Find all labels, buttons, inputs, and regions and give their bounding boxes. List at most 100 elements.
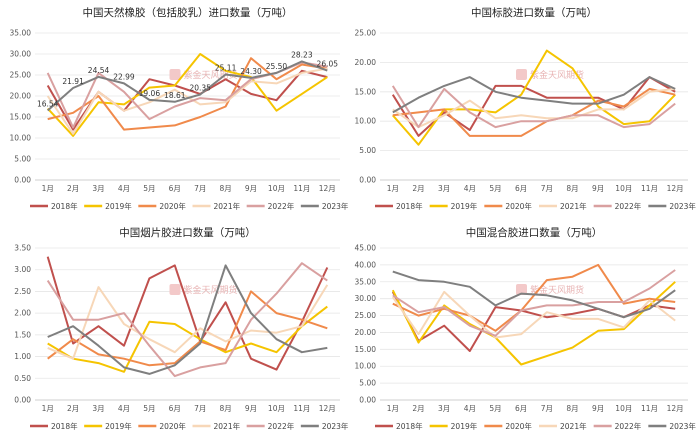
y-tick-label: 5.00: [14, 155, 31, 164]
series-line-2023年: [392, 270, 676, 319]
series-line-2018年: [46, 256, 329, 371]
x-tick-label: 7月: [194, 184, 206, 193]
x-tick-label: 12月: [667, 404, 684, 413]
data-label: 16.54: [37, 100, 59, 109]
series-line-2022年: [392, 269, 676, 337]
legend-label: 2021年: [560, 201, 587, 211]
x-tick-label: 1月: [42, 404, 54, 413]
data-label: 28.23: [291, 50, 313, 59]
x-tick-label: 3月: [92, 404, 104, 413]
y-tick-label: 2.00: [14, 309, 31, 318]
y-tick-label: 15.00: [10, 113, 32, 122]
legend-label: 2021年: [214, 421, 241, 431]
x-tick-label: 8月: [219, 184, 231, 193]
x-tick-label: 3月: [92, 184, 104, 193]
y-tick-label: 10.00: [10, 134, 32, 143]
x-tick-label: 10月: [268, 404, 285, 413]
legend-label: 2023年: [669, 201, 696, 211]
data-label: 25.11: [215, 64, 237, 73]
x-tick-label: 11月: [641, 404, 658, 413]
x-tick-label: 1月: [42, 184, 54, 193]
x-tick-label: 7月: [541, 404, 553, 413]
chart-panel-1: 中国天然橡胶（包括胶乳）进口数量（万吨） 0.00 5.00 10.00 15.00 20…: [10, 6, 349, 211]
y-tick-label: 35.00: [10, 29, 32, 38]
x-tick-label: 9月: [245, 184, 257, 193]
series-line-2023年: [392, 76, 676, 114]
y-tick-label: 25.00: [355, 311, 377, 320]
legend-label: 2020年: [505, 201, 532, 211]
watermark-logo: [516, 284, 527, 295]
y-tick-label: 5.00: [359, 146, 376, 155]
x-tick-label: 2月: [412, 184, 424, 193]
series-line-2018年: [391, 76, 676, 137]
series-line-2023年: [47, 60, 328, 112]
y-tick-label: 45.00: [355, 244, 377, 253]
x-tick-label: 9月: [592, 404, 604, 413]
series-line-2020年: [47, 290, 328, 367]
x-tick-label: 4月: [464, 184, 476, 193]
x-tick-label: 6月: [515, 404, 527, 413]
x-tick-label: 8月: [566, 184, 578, 193]
series-line-2019年: [392, 49, 676, 146]
y-tick-label: 30.00: [355, 294, 377, 303]
x-tick-label: 6月: [169, 404, 181, 413]
y-tick-label: 15.00: [355, 87, 377, 96]
x-tick-label: 8月: [219, 404, 231, 413]
x-tick-label: 3月: [438, 184, 450, 193]
y-tick-label: 30.00: [10, 50, 32, 59]
series-line-2019年: [46, 53, 328, 137]
data-label: 25.50: [266, 62, 288, 71]
series-line-2020年: [392, 87, 676, 137]
legend-label: 2018年: [51, 201, 78, 211]
legend-label: 2022年: [615, 201, 642, 211]
y-tick-label: 2.50: [14, 287, 31, 296]
y-tick-label: 20.00: [355, 58, 377, 67]
x-tick-label: 9月: [592, 184, 604, 193]
legend-label: 2022年: [268, 421, 295, 431]
x-tick-label: 5月: [489, 404, 501, 413]
legend-label: 2021年: [214, 201, 241, 211]
x-tick-label: 8月: [566, 404, 578, 413]
legend-label: 2020年: [159, 421, 186, 431]
x-tick-label: 7月: [194, 404, 206, 413]
legend-label: 2018年: [396, 201, 423, 211]
data-label: 24.54: [88, 66, 110, 75]
data-label: 24.30: [240, 67, 262, 76]
y-tick-label: 10.00: [355, 117, 377, 126]
watermark-text: 紫金天风期货: [530, 284, 584, 296]
data-label: 18.61: [164, 91, 186, 100]
data-label: 21.91: [62, 77, 84, 86]
series-line-2019年: [391, 281, 676, 366]
legend-label: 2023年: [322, 201, 349, 211]
y-tick-label: 25.00: [10, 71, 32, 80]
series-line-2022年: [391, 85, 676, 129]
data-label: 20.35: [189, 84, 211, 93]
legend-label: 2018年: [51, 421, 78, 431]
x-tick-label: 11月: [641, 184, 658, 193]
y-tick-label: 5.00: [359, 379, 376, 388]
y-tick-label: 20.00: [10, 92, 32, 101]
y-tick-label: 3.50: [14, 244, 31, 253]
y-tick-label: 10.00: [355, 362, 377, 371]
legend-label: 2020年: [505, 421, 532, 431]
watermark-text: 紫金天风期货: [184, 69, 238, 81]
x-tick-label: 1月: [387, 184, 399, 193]
x-tick-label: 10月: [615, 184, 632, 193]
legend-label: 2022年: [268, 201, 295, 211]
legend-label: 2019年: [105, 201, 132, 211]
y-tick-label: 0.50: [14, 374, 31, 383]
legend-label: 2023年: [322, 421, 349, 431]
x-tick-label: 12月: [319, 184, 336, 193]
legend-label: 2023年: [669, 421, 696, 431]
legend-label: 2019年: [451, 421, 478, 431]
chart-panel-4: 中国混合胶进口数量（万吨） 0.00 5.00 10.00 15.00 20.00 25.0…: [355, 226, 697, 431]
legend-label: 2019年: [105, 421, 132, 431]
legend-label: 2020年: [159, 201, 186, 211]
series-line-2021年: [392, 87, 676, 129]
y-tick-label: 1.00: [14, 352, 31, 361]
legend-label: 2019年: [451, 201, 478, 211]
series-line-2022年: [46, 262, 328, 378]
legend-label: 2022年: [615, 421, 642, 431]
